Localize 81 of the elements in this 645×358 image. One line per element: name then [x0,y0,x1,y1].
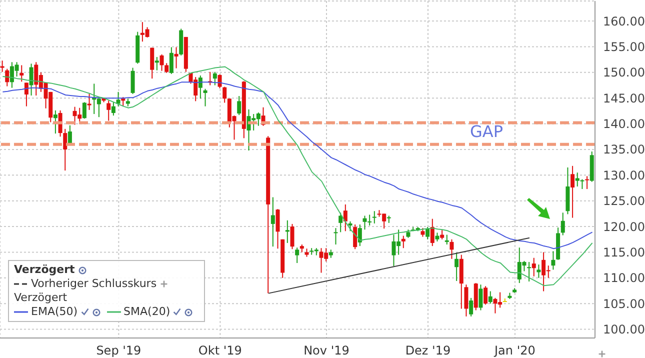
candlestick [536,264,541,278]
candlestick [24,82,28,107]
y-tick-label: 145.00 [603,91,645,106]
y-tick-label: 100.00 [603,322,645,337]
candlestick [29,63,34,96]
candlestick [348,220,352,232]
candlestick [20,64,24,82]
candlestick [484,286,488,306]
candlestick [270,196,275,248]
y-tick-label: 105.00 [603,296,645,311]
candlestick [160,54,164,72]
y-tick-label: 160.00 [603,14,645,28]
candlestick [444,234,449,246]
candlestick [169,46,174,74]
x-tick-label: Sep '19 [96,344,142,358]
candlestick [276,208,280,250]
candlestick [478,284,483,311]
candlestick [401,235,406,249]
candlestick [570,165,575,218]
y-tick-label: 130.00 [603,168,645,182]
x-tick-label: Dez '19 [405,344,451,358]
candlestick [63,128,68,172]
y-tick-label: 125.00 [603,194,645,208]
candlestick [150,47,154,80]
x-tick-label: Okt '19 [198,344,242,358]
candlestick [222,86,227,104]
candlestick [121,96,126,107]
candlestick [343,204,348,232]
candlestick [426,226,430,240]
y-tick-label: 140.00 [603,117,645,132]
candlestick [130,67,135,94]
y-tick-label: 120.00 [603,220,645,234]
candlestick [527,261,532,282]
candlestick [488,290,492,304]
y-tick-label: 135.00 [603,142,645,157]
candlestick [469,297,474,317]
candlestick [203,88,208,107]
candlestick [440,230,444,240]
candlestick [87,93,92,110]
legend-label: EMA(50) [31,305,78,319]
annotation: Verzögert [14,291,68,305]
candlestick [116,91,120,107]
candlestick [585,176,590,190]
candlestick [0,60,4,72]
candlestick [454,252,459,282]
y-tick-label: 115.00 [603,245,645,260]
candlestick [82,102,86,120]
candlestick [237,96,242,116]
y-tick-label: 155.00 [603,40,645,54]
x-tick-label: Nov '19 [304,344,350,358]
candlestick [198,74,202,100]
legend-label: SMA(20) [124,305,170,319]
candlestick [53,110,58,134]
candlestick [450,238,454,260]
candlestick [338,212,343,233]
candlestick [164,62,169,74]
candlestick [532,257,536,277]
candlestick [430,218,434,247]
candlestick [353,224,358,250]
candlestick [560,212,565,236]
y-tick-label: 150.00 [603,66,645,80]
candlestick [358,224,362,247]
candlestick [218,74,222,89]
candlestick [386,215,391,224]
y-tick-label: 110.00 [603,271,645,286]
candlestick [212,71,217,86]
annotation: Vorheriger Schlusskurs [31,277,157,291]
candlestick [551,250,556,270]
annotation: GAP [470,122,503,142]
legend-title: Verzögert [14,263,76,277]
candlestick [290,223,294,250]
x-tick-label: Jan '20 [494,344,536,358]
candlestick [334,228,338,246]
candlestick [106,100,111,122]
candlestick [464,284,468,317]
candlestick [154,56,159,71]
candlestick [111,102,116,116]
candlestick [372,210,376,224]
candlestick [285,220,290,244]
candlestick [295,247,300,264]
candlestick [174,46,178,69]
